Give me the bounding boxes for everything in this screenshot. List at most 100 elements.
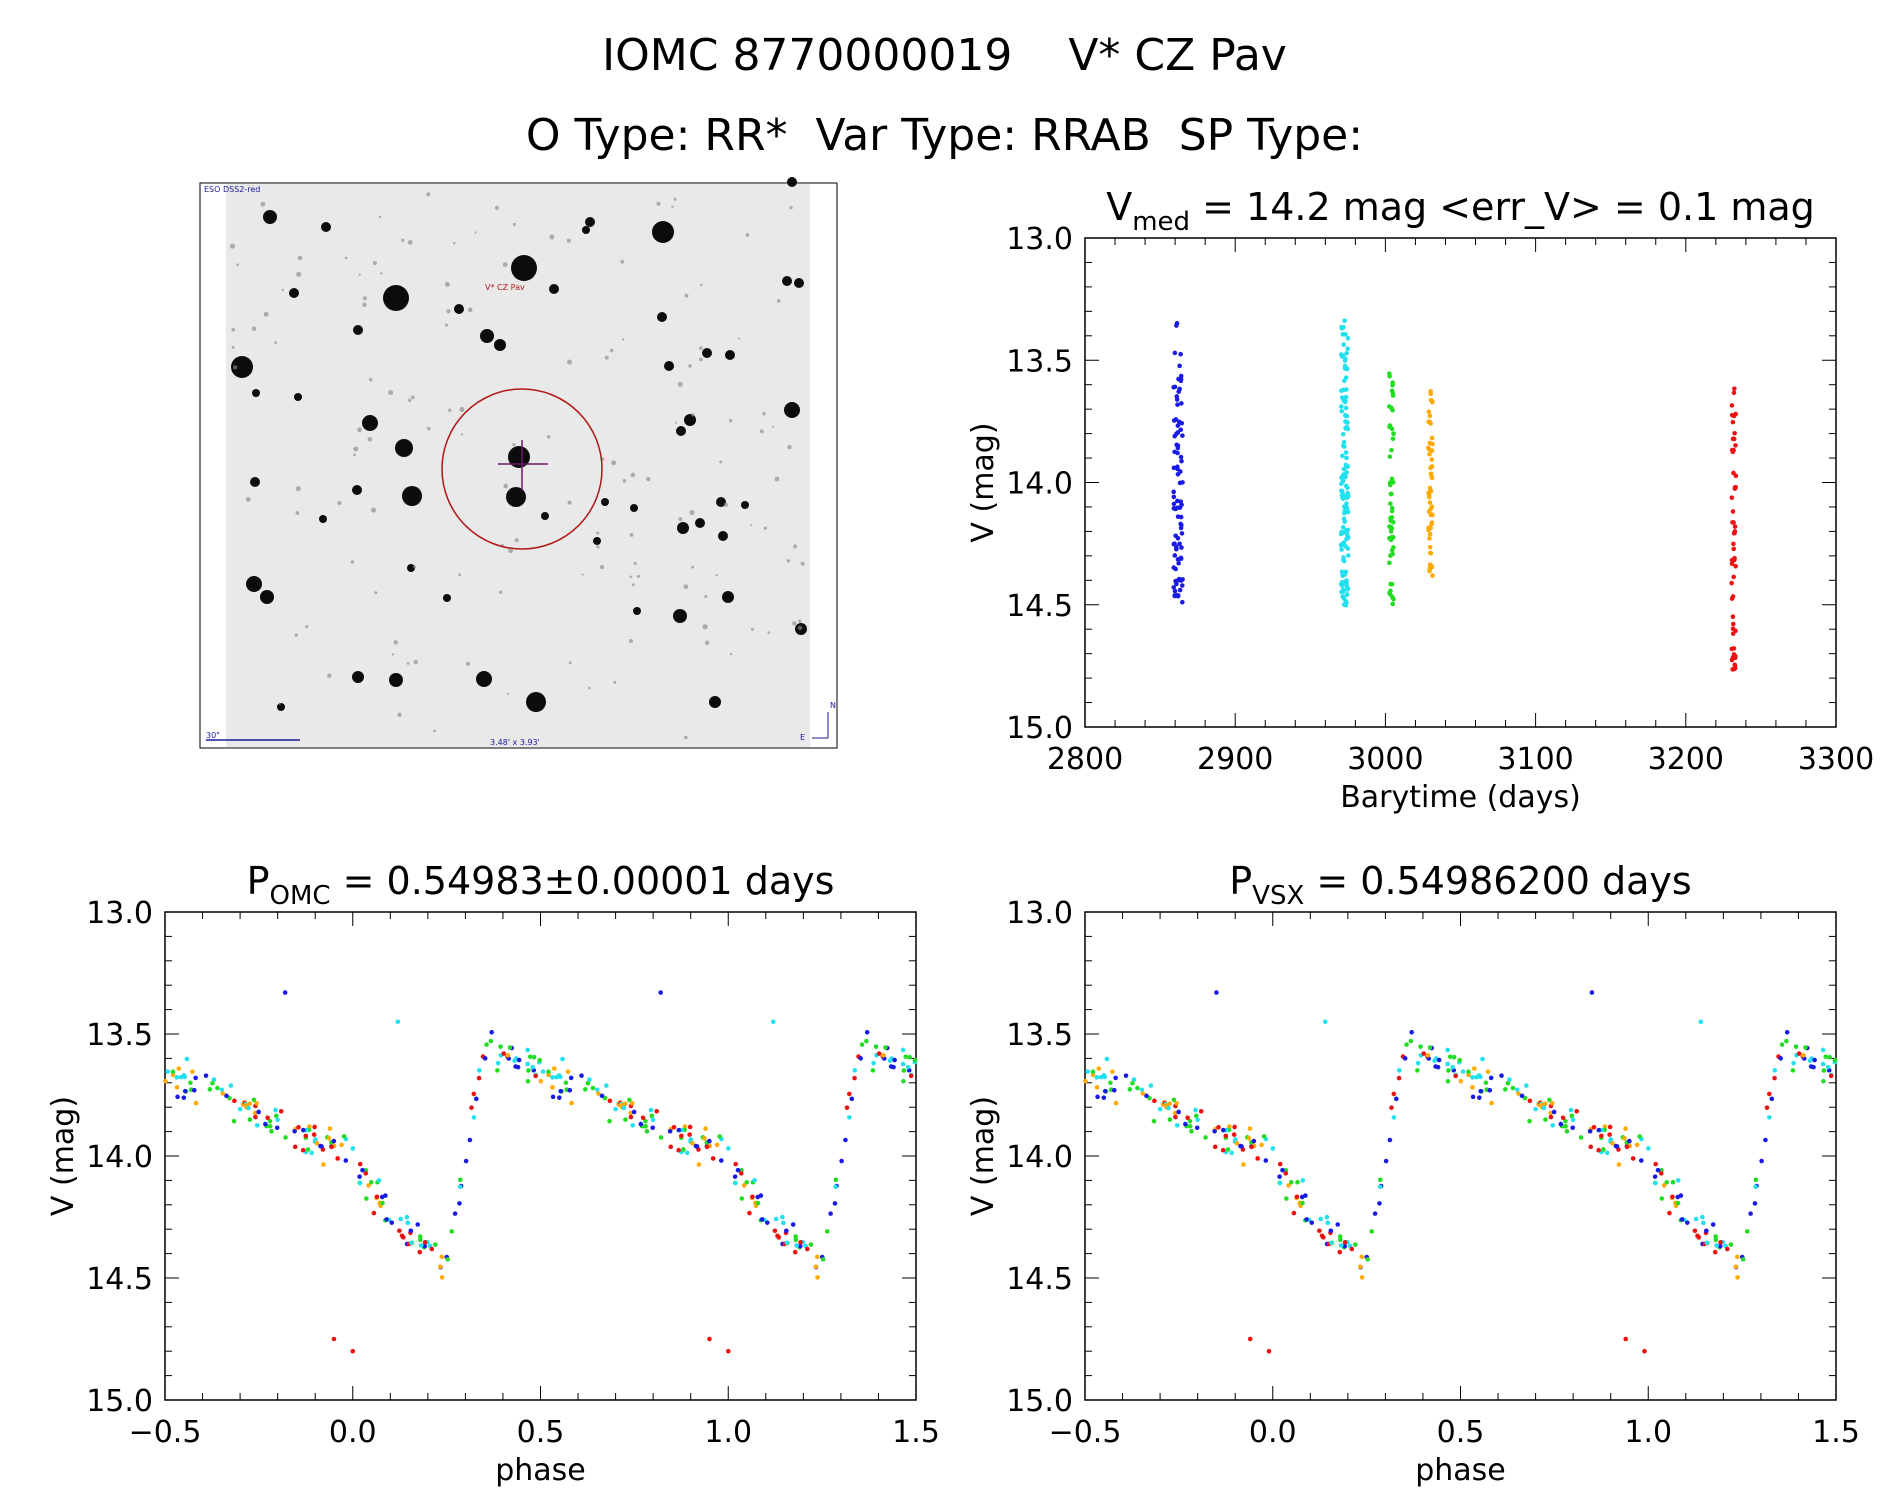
- data-point: [1427, 500, 1433, 505]
- data-point: [1527, 1118, 1532, 1124]
- data-point: [1214, 990, 1219, 995]
- sky-faint-star: [465, 661, 470, 666]
- data-point: [643, 1124, 648, 1129]
- data-point: [905, 1064, 911, 1070]
- data-point: [1337, 1234, 1343, 1239]
- data-point: [1729, 403, 1735, 408]
- x-tick-label: 3300: [1798, 742, 1874, 777]
- data-point: [363, 1196, 369, 1201]
- data-point: [457, 1201, 462, 1206]
- sky-faint-star: [231, 345, 235, 349]
- x-tick-label: 1.0: [704, 1415, 752, 1450]
- sky-faint-star: [327, 673, 332, 678]
- sky-star: [480, 329, 494, 343]
- data-point: [585, 1080, 591, 1086]
- data-point: [1223, 1133, 1229, 1139]
- sky-faint-star: [704, 640, 710, 645]
- data-point: [1426, 409, 1432, 415]
- data-point: [363, 1171, 369, 1176]
- sky-star: [511, 255, 537, 281]
- sky-star: [673, 609, 687, 623]
- sky-faint-star: [507, 692, 510, 695]
- sky-faint-star: [281, 288, 285, 292]
- data-point: [687, 1132, 692, 1137]
- data-point: [1466, 1069, 1471, 1075]
- data-point: [254, 1100, 259, 1106]
- sky-faint-star: [474, 231, 477, 234]
- data-point: [1391, 1091, 1397, 1097]
- data-point: [1177, 541, 1182, 547]
- sky-faint-star: [568, 661, 572, 665]
- data-point: [726, 1146, 731, 1151]
- lightcurve-plot: 2800 2900 3000 3100 3200 3300 13.0 13.5 14.0 14.5…: [966, 185, 1874, 815]
- data-point: [211, 1077, 217, 1082]
- data-point: [1339, 492, 1345, 498]
- data-point: [1175, 464, 1180, 470]
- data-point: [1396, 1068, 1402, 1073]
- data-point: [1194, 1125, 1200, 1131]
- x-tick-label: 1.0: [1624, 1415, 1672, 1450]
- sky-faint-star: [512, 443, 516, 447]
- data-point: [1653, 1161, 1658, 1167]
- data-point: [1231, 1132, 1237, 1137]
- sky-faint-star: [245, 497, 251, 502]
- data-point: [1344, 366, 1350, 372]
- data-point: [1613, 1143, 1619, 1149]
- data-point: [1341, 472, 1346, 477]
- data-point: [1203, 1135, 1208, 1140]
- sky-faint-star: [723, 502, 728, 507]
- data-point: [650, 1125, 656, 1131]
- data-point: [1740, 1257, 1746, 1262]
- data-point: [1340, 431, 1346, 437]
- data-point: [1735, 1275, 1740, 1280]
- data-point: [267, 1118, 273, 1124]
- data-point: [1172, 553, 1178, 558]
- y-tick-label: 13.0: [1006, 222, 1073, 257]
- data-point: [1263, 1158, 1269, 1163]
- data-point: [488, 1038, 494, 1044]
- data-point: [1337, 1249, 1343, 1255]
- data-point: [1172, 350, 1178, 356]
- data-point: [312, 1124, 317, 1130]
- data-point: [1283, 1196, 1289, 1201]
- sky-faint-star: [798, 619, 802, 623]
- data-point: [1291, 1210, 1297, 1216]
- data-point: [1339, 488, 1344, 494]
- data-point: [1478, 1088, 1484, 1094]
- data-point: [360, 1167, 365, 1173]
- data-point: [1729, 646, 1735, 652]
- data-point: [175, 1094, 180, 1100]
- sky-star: [585, 217, 595, 227]
- data-point: [1174, 442, 1179, 448]
- data-point: [1730, 419, 1736, 425]
- data-point: [228, 1083, 234, 1088]
- data-point: [471, 1115, 477, 1120]
- x-axis-label: phase: [1415, 1453, 1506, 1488]
- data-point: [1427, 544, 1433, 550]
- data-point: [1112, 1087, 1117, 1093]
- sky-faint-star: [362, 296, 367, 301]
- sky-faint-star: [774, 476, 780, 482]
- sky-faint-star: [413, 659, 419, 665]
- data-point: [1338, 352, 1344, 357]
- data-point: [638, 1121, 644, 1127]
- sky-faint-star: [458, 573, 462, 577]
- data-point: [1489, 1100, 1494, 1106]
- sky-faint-star: [362, 302, 367, 308]
- sky-faint-star: [621, 338, 625, 341]
- data-point: [1748, 1211, 1753, 1216]
- sky-faint-star: [630, 472, 636, 478]
- data-point: [498, 1044, 503, 1049]
- data-point: [1607, 1132, 1612, 1137]
- data-point: [1793, 1044, 1799, 1049]
- data-point: [1212, 1128, 1217, 1134]
- data-point: [1483, 1080, 1489, 1086]
- data-point: [1104, 1056, 1110, 1062]
- sky-faint-star: [581, 573, 584, 576]
- data-point: [215, 1085, 220, 1091]
- data-point: [696, 1162, 702, 1167]
- data-point: [1812, 1057, 1817, 1063]
- data-point: [725, 1348, 731, 1354]
- sky-star: [695, 518, 705, 528]
- data-point: [193, 1100, 199, 1106]
